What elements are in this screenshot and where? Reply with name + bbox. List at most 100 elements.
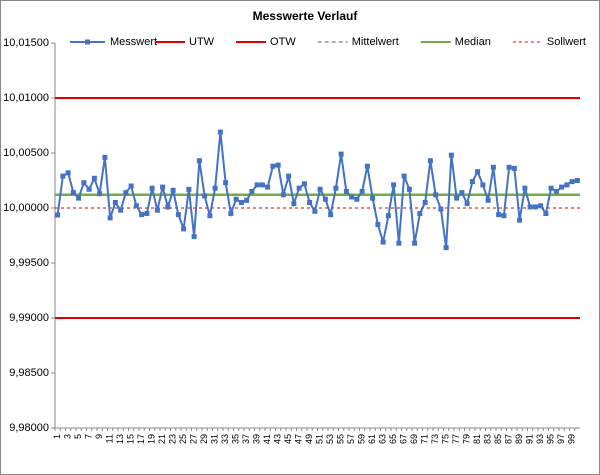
marker xyxy=(501,213,507,219)
x-tick-label: 75 xyxy=(441,434,451,444)
marker xyxy=(322,196,328,202)
x-tick-label: 29 xyxy=(199,434,209,444)
marker xyxy=(370,195,376,201)
marker xyxy=(396,240,402,246)
marker xyxy=(128,183,134,189)
marker xyxy=(170,187,176,193)
legend-label: Median xyxy=(455,36,491,48)
marker xyxy=(475,169,481,175)
marker xyxy=(569,179,575,185)
x-tick-label: 9 xyxy=(94,434,104,439)
x-tick-label: 61 xyxy=(367,434,377,444)
marker xyxy=(91,175,97,181)
x-tick-label: 27 xyxy=(189,434,199,444)
legend-label: UTW xyxy=(189,36,215,48)
x-tick-label: 3 xyxy=(63,434,73,439)
legend-label: Messwert xyxy=(110,36,157,48)
x-tick-label: 45 xyxy=(283,434,293,444)
marker xyxy=(511,165,517,171)
marker xyxy=(133,203,139,209)
marker xyxy=(338,151,344,157)
x-tick-label: 53 xyxy=(325,434,335,444)
x-tick-label: 77 xyxy=(451,434,461,444)
marker xyxy=(448,152,454,158)
marker xyxy=(538,203,544,209)
x-tick-label: 37 xyxy=(241,434,251,444)
marker xyxy=(548,185,554,191)
x-tick-label: 65 xyxy=(388,434,398,444)
x-tick-label: 69 xyxy=(409,434,419,444)
marker xyxy=(97,191,103,197)
marker xyxy=(70,190,76,196)
x-tick-label: 11 xyxy=(105,434,115,443)
x-tick-label: 93 xyxy=(535,434,545,444)
marker xyxy=(375,222,381,227)
marker xyxy=(275,162,281,168)
marker xyxy=(349,194,355,200)
x-tick-label: 87 xyxy=(504,434,514,444)
marker xyxy=(459,190,465,196)
marker xyxy=(417,211,423,216)
marker xyxy=(112,200,118,205)
legend-marker xyxy=(85,39,90,45)
marker xyxy=(217,129,223,135)
marker xyxy=(422,200,428,205)
marker xyxy=(249,189,255,194)
x-tick-label: 1 xyxy=(52,434,62,439)
legend-label: Sollwert xyxy=(547,36,586,48)
marker xyxy=(154,207,160,213)
marker xyxy=(296,185,302,191)
marker xyxy=(307,200,313,205)
y-tick-label: 9,98000 xyxy=(9,422,49,434)
y-tick-label: 10,00000 xyxy=(3,202,49,214)
marker xyxy=(490,164,496,170)
marker xyxy=(238,200,244,205)
marker xyxy=(522,185,528,191)
chart-title: Messwerte Verlauf xyxy=(253,9,359,23)
marker xyxy=(286,173,292,179)
x-tick-label: 5 xyxy=(73,434,83,439)
marker xyxy=(401,173,407,179)
x-tick-label: 71 xyxy=(420,434,430,444)
marker xyxy=(506,164,512,170)
x-tick-label: 43 xyxy=(273,434,283,444)
marker xyxy=(102,154,108,160)
x-tick-label: 21 xyxy=(157,434,167,444)
marker xyxy=(55,212,61,218)
marker xyxy=(406,186,412,192)
marker xyxy=(191,234,197,240)
x-tick-label: 89 xyxy=(514,434,524,444)
x-tick-label: 67 xyxy=(399,434,409,444)
x-tick-label: 79 xyxy=(462,434,472,444)
marker xyxy=(391,182,397,188)
marker xyxy=(259,182,265,188)
x-tick-label: 59 xyxy=(357,434,367,444)
x-tick-label: 81 xyxy=(472,434,482,444)
marker xyxy=(559,184,565,190)
x-tick-label: 85 xyxy=(493,434,503,444)
marker xyxy=(443,245,449,251)
marker xyxy=(543,211,549,216)
marker xyxy=(233,196,239,202)
marker xyxy=(574,178,580,183)
x-tick-label: 25 xyxy=(178,434,188,444)
marker xyxy=(438,206,444,212)
x-tick-label: 7 xyxy=(84,434,94,439)
x-tick-label: 57 xyxy=(346,434,356,444)
marker xyxy=(202,193,208,199)
marker xyxy=(228,211,234,216)
marker xyxy=(469,179,475,185)
marker xyxy=(380,239,386,245)
marker xyxy=(312,208,318,214)
x-tick-label: 23 xyxy=(168,434,178,444)
x-tick-label: 13 xyxy=(115,434,125,444)
x-tick-label: 15 xyxy=(126,434,136,444)
marker xyxy=(254,182,260,188)
x-tick-label: 19 xyxy=(147,434,157,444)
x-tick-label: 33 xyxy=(220,434,230,444)
y-tick-label: 10,01500 xyxy=(3,37,49,49)
marker xyxy=(280,192,286,198)
x-tick-label: 91 xyxy=(525,434,535,444)
